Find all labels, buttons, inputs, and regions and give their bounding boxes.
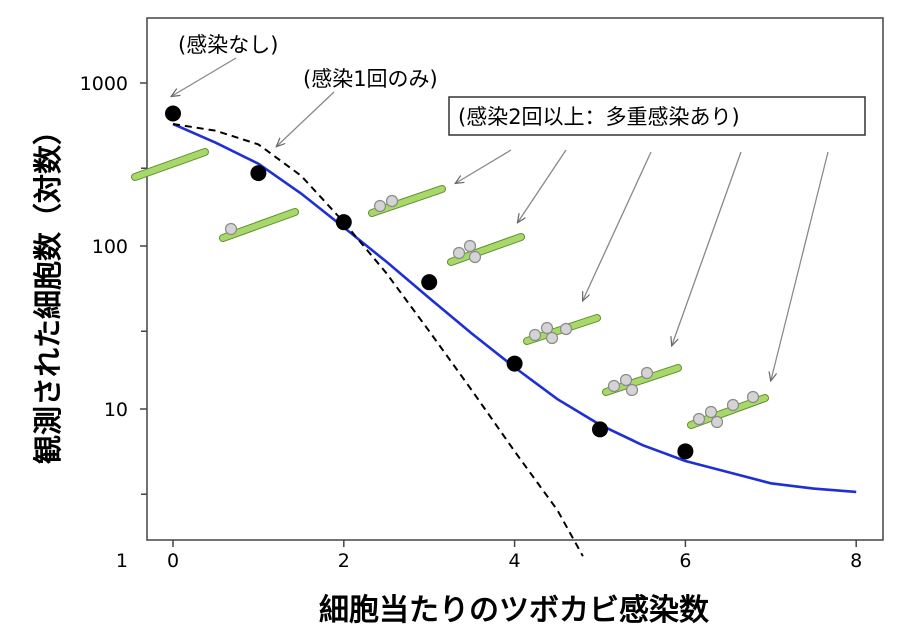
spore bbox=[373, 199, 387, 213]
annotation-arrow bbox=[277, 91, 335, 146]
x-axis-title: 細胞当たりのツボカビ感染数 bbox=[319, 593, 710, 628]
y-tick-label: 1000 bbox=[80, 73, 128, 95]
spore bbox=[224, 222, 238, 236]
data-point bbox=[165, 105, 181, 122]
spore bbox=[528, 328, 542, 342]
x-tick-label: 8 bbox=[850, 550, 862, 572]
spore bbox=[385, 194, 399, 208]
cell-rod bbox=[687, 390, 769, 429]
spore bbox=[463, 239, 477, 253]
annotation-single-infection: (感染1回のみ) bbox=[303, 67, 438, 91]
cell-body bbox=[132, 149, 208, 180]
y-tick-label: 1 bbox=[116, 550, 128, 572]
data-points bbox=[165, 105, 694, 460]
x-tick-label: 0 bbox=[167, 550, 179, 572]
spore bbox=[559, 322, 573, 336]
dashed-curve bbox=[172, 123, 584, 557]
cell-rod bbox=[523, 314, 601, 345]
spore bbox=[468, 250, 482, 264]
spore bbox=[619, 373, 633, 387]
spore bbox=[692, 412, 706, 426]
spore bbox=[640, 366, 654, 380]
spore bbox=[625, 383, 639, 397]
annotation-arrow bbox=[672, 151, 742, 345]
cell-body bbox=[220, 209, 298, 241]
y-tick-label: 100 bbox=[92, 236, 128, 258]
annotation-arrows bbox=[172, 57, 829, 380]
annotation-arrow bbox=[456, 149, 512, 183]
x-tick-label: 4 bbox=[509, 550, 521, 572]
annotation-arrow bbox=[518, 149, 567, 222]
cell-rod bbox=[219, 208, 299, 242]
annotation-multi-infection-box bbox=[448, 96, 866, 136]
solid-fit-curve bbox=[172, 122, 857, 494]
data-point bbox=[335, 214, 352, 231]
data-point bbox=[506, 355, 523, 372]
data-point bbox=[592, 421, 608, 438]
y-tick-label: 10 bbox=[104, 399, 128, 421]
annotation-arrow bbox=[583, 151, 652, 300]
y-axis-title: 観測された細胞数（対数） bbox=[31, 116, 65, 464]
cell-rod bbox=[368, 185, 446, 217]
x-tick-label: 6 bbox=[679, 550, 691, 572]
spore bbox=[452, 246, 466, 260]
spore bbox=[545, 331, 559, 345]
cell-illustrations bbox=[131, 148, 769, 429]
annotation-no-infection: (感染なし) bbox=[178, 33, 278, 57]
cell-rod bbox=[447, 233, 525, 266]
data-point bbox=[421, 274, 438, 291]
spore bbox=[704, 405, 718, 419]
cell-rod bbox=[602, 364, 682, 397]
cell-rod bbox=[131, 148, 209, 181]
spore bbox=[710, 415, 724, 429]
x-tick-label: 2 bbox=[338, 550, 350, 572]
annotation-arrow bbox=[172, 57, 237, 96]
data-point bbox=[677, 443, 694, 460]
curves bbox=[172, 122, 857, 557]
spore bbox=[607, 379, 621, 393]
y-axis: 1 10 100 1000 bbox=[80, 73, 147, 572]
spore bbox=[540, 321, 554, 335]
spore bbox=[746, 390, 760, 404]
annotation-multi-infection: (感染2回以上：多重感染あり) bbox=[458, 105, 740, 129]
annotation-arrow bbox=[771, 151, 829, 380]
x-axis: 0 2 4 6 8 bbox=[167, 540, 862, 572]
data-point bbox=[250, 165, 267, 182]
spore bbox=[726, 398, 740, 412]
